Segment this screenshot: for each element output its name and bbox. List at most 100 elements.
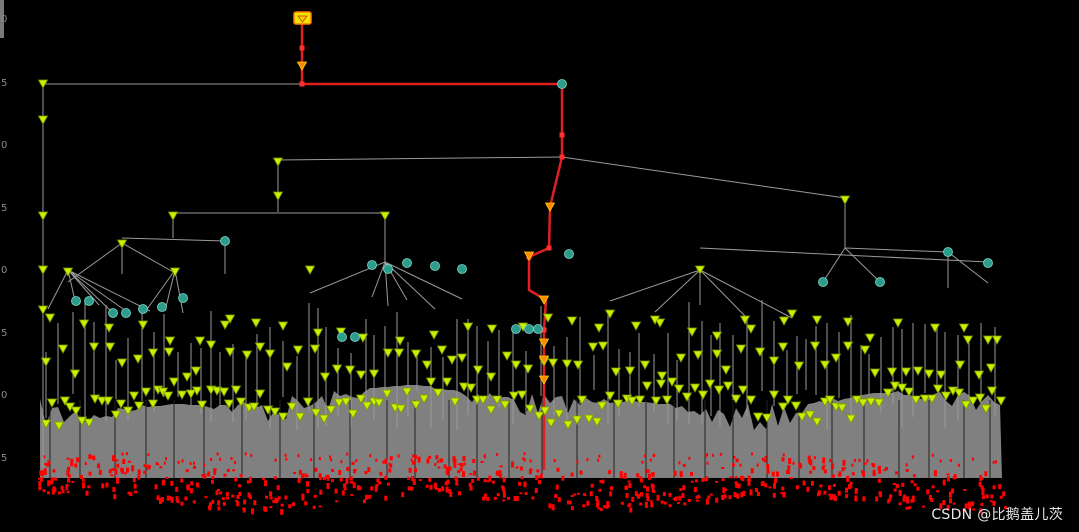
sample-point — [704, 454, 707, 458]
triangle-down-marker — [711, 349, 723, 359]
triangle-down-marker — [737, 385, 749, 395]
triangle-down-marker — [508, 391, 520, 401]
sample-point — [111, 468, 115, 471]
sample-point — [247, 480, 251, 484]
sample-point — [536, 469, 540, 473]
sample-point — [813, 456, 816, 460]
path-node-icon — [523, 251, 535, 261]
triangle-down-marker — [167, 211, 179, 221]
sample-point — [660, 500, 664, 504]
sample-point — [123, 472, 127, 475]
sample-point — [261, 477, 265, 480]
sample-point — [511, 461, 514, 468]
circle-marker — [138, 304, 148, 314]
sample-point — [902, 496, 906, 502]
triangle-down-marker — [655, 379, 667, 389]
sample-point — [520, 476, 524, 480]
triangle-down-marker — [331, 364, 343, 374]
sample-point — [38, 481, 42, 487]
sample-point — [946, 476, 950, 482]
triangle-down-marker — [344, 365, 356, 375]
sample-point — [67, 466, 70, 472]
sample-point — [662, 492, 666, 496]
sample-point — [911, 495, 915, 502]
sample-point — [384, 458, 388, 464]
sample-point — [695, 495, 699, 499]
sample-point — [143, 470, 147, 474]
sample-point — [845, 494, 849, 499]
sample-point — [682, 485, 686, 491]
tree-edge — [67, 242, 123, 283]
sample-point — [905, 469, 909, 472]
sample-point — [596, 500, 600, 506]
axis-tick-label: 5 — [1, 203, 8, 214]
sample-point — [682, 463, 686, 467]
sample-point — [706, 461, 709, 465]
sample-point — [190, 481, 194, 486]
sample-point — [382, 460, 386, 464]
triangle-down-marker — [250, 318, 262, 328]
sample-point — [238, 491, 242, 496]
sample-point — [757, 492, 760, 497]
triangle-down-marker — [510, 360, 522, 370]
sample-point — [428, 477, 432, 482]
sample-point — [889, 494, 893, 499]
triangle-down-marker — [587, 342, 599, 352]
triangle-down-marker — [697, 390, 709, 400]
sample-point — [556, 467, 560, 472]
sample-point — [651, 484, 655, 488]
sample-point — [457, 470, 461, 474]
triangle-down-marker — [181, 372, 193, 382]
scroll-thumb[interactable] — [0, 0, 4, 38]
sample-point — [962, 508, 966, 512]
triangle-down-marker — [162, 391, 174, 401]
sample-point — [105, 482, 109, 488]
sample-point — [679, 471, 683, 478]
sample-point — [66, 457, 70, 460]
circle-marker — [402, 258, 412, 268]
triangle-down-marker — [168, 377, 180, 387]
red-sample-layer — [38, 452, 1007, 515]
sample-point — [232, 469, 236, 472]
sample-point — [378, 481, 382, 485]
sample-point — [586, 458, 589, 462]
sample-point — [740, 492, 744, 498]
triangle-down-marker — [325, 405, 337, 415]
sample-point — [226, 468, 230, 472]
sample-point — [277, 496, 281, 500]
sample-point — [483, 479, 487, 483]
sample-point — [502, 492, 506, 498]
triangle-down-marker — [768, 356, 780, 366]
path-node-icon — [544, 202, 556, 212]
sample-point — [462, 456, 466, 462]
sample-point — [76, 457, 80, 463]
triangle-down-marker — [205, 340, 217, 350]
sample-point — [356, 485, 360, 491]
sample-point — [345, 478, 349, 485]
sample-point — [364, 471, 368, 474]
triangle-down-marker — [286, 402, 298, 412]
path-node — [546, 245, 552, 251]
sample-point — [343, 483, 347, 488]
sample-point — [756, 463, 759, 467]
triangle-down-marker — [211, 386, 223, 396]
sample-point — [473, 470, 476, 476]
triangle-down-marker — [272, 157, 284, 167]
sample-point — [116, 463, 120, 468]
sample-point — [448, 489, 452, 494]
sample-point — [629, 507, 633, 513]
sample-point — [47, 480, 51, 487]
sample-point — [41, 470, 44, 477]
triangle-down-marker — [547, 358, 559, 368]
triangle-down-marker — [485, 372, 497, 382]
sample-point — [681, 492, 685, 498]
triangle-down-marker — [612, 399, 624, 409]
sample-point — [180, 501, 184, 506]
triangle-down-marker — [811, 315, 823, 325]
triangle-down-marker — [44, 313, 56, 323]
sample-point — [181, 459, 184, 463]
sample-point — [583, 493, 587, 497]
sample-point — [498, 470, 502, 475]
